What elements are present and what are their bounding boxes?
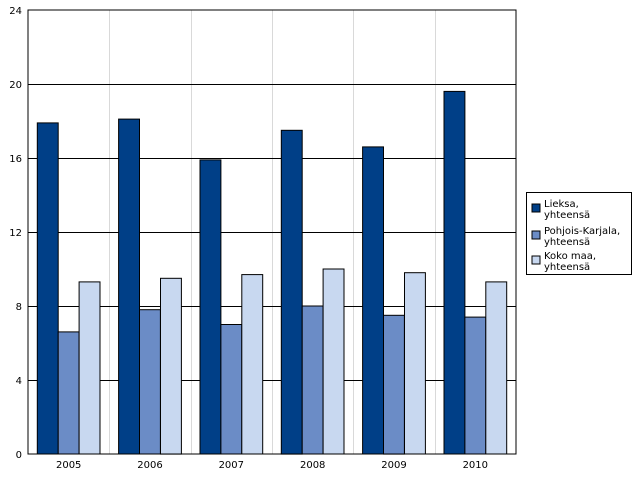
- bar-2007-series-2: [220, 324, 243, 455]
- bars: [36, 90, 508, 455]
- legend-swatch: [531, 203, 541, 213]
- x-tick-label: 2009: [381, 460, 406, 471]
- bar-2005-series-2: [57, 331, 80, 455]
- y-tick-label: 24: [9, 6, 22, 17]
- x-tick-label: 2008: [300, 460, 325, 471]
- bar-2006-series-1: [118, 118, 140, 455]
- y-tick-label: 16: [9, 154, 22, 165]
- legend: Lieksa, yhteensä Pohjois-Karjala, yhteensä K…: [526, 192, 632, 275]
- y-tick-label: 12: [9, 228, 22, 239]
- x-tick-label: 2007: [219, 460, 244, 471]
- legend-label: Lieksa, yhteensä: [544, 199, 590, 221]
- y-axis: 0 4 8 12 16 20 24: [9, 6, 22, 461]
- bar-2010-series-2: [464, 316, 487, 455]
- bar-2009-series-1: [362, 146, 385, 455]
- legend-swatch: [531, 230, 541, 240]
- bar-2009-series-3: [404, 272, 426, 455]
- bar-2005-series-1: [36, 122, 59, 455]
- y-tick-label: 20: [9, 80, 22, 91]
- bar-2008-series-1: [280, 129, 303, 455]
- y-tick-label: 0: [16, 450, 22, 461]
- bar-2008-series-2: [301, 305, 324, 455]
- bar-2009-series-2: [383, 314, 405, 455]
- x-tick-label: 2006: [137, 460, 162, 471]
- legend-swatch: [531, 255, 541, 265]
- bar-2010-series-1: [443, 90, 466, 455]
- x-tick-label: 2010: [463, 460, 488, 471]
- bar-2008-series-3: [322, 268, 345, 455]
- plot-border: [27, 9, 517, 455]
- gridlines: [28, 10, 516, 454]
- x-tick-label: 2005: [56, 460, 81, 471]
- legend-label: Koko maa, yhteensä: [544, 251, 596, 273]
- legend-box: [526, 192, 632, 275]
- x-axis: 2005 2006 2007 2008 2009 2010: [56, 460, 488, 471]
- bar-2010-series-3: [485, 281, 508, 455]
- y-tick-label: 8: [16, 302, 22, 313]
- y-tick-label: 4: [16, 376, 22, 387]
- legend-label: Pohjois-Karjala, yhteensä: [544, 226, 620, 248]
- bar-2006-series-2: [139, 309, 161, 455]
- bar-2007-series-1: [199, 159, 222, 455]
- bar-2005-series-3: [78, 281, 101, 455]
- bar-2007-series-3: [241, 274, 264, 455]
- bar-2006-series-3: [160, 277, 182, 455]
